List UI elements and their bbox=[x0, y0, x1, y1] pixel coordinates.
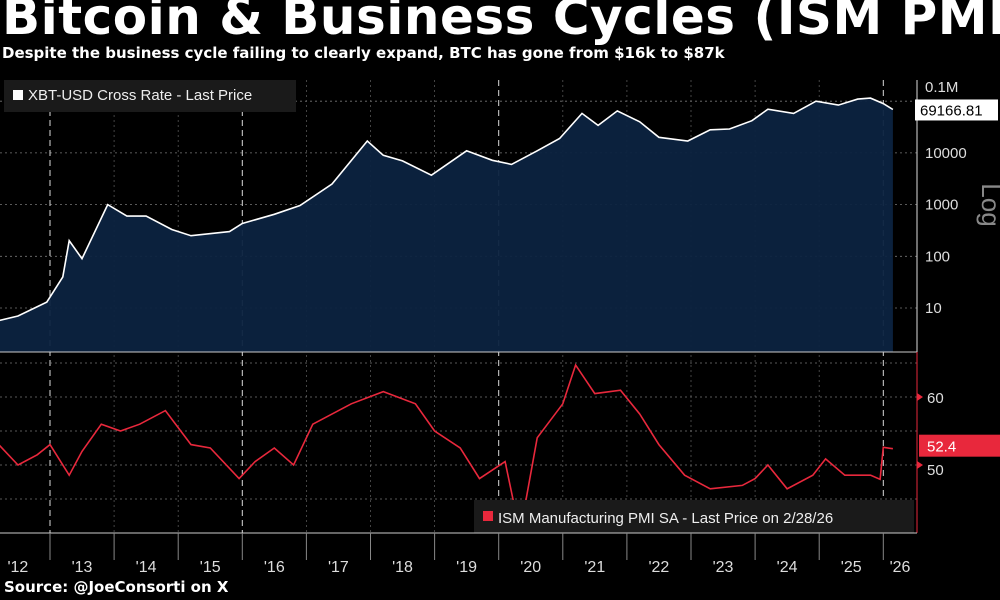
y-tick-label: 100 bbox=[925, 248, 950, 265]
x-tick-label: '12 bbox=[7, 559, 28, 576]
btc-area bbox=[0, 98, 893, 352]
x-tick-label: '19 bbox=[456, 559, 477, 576]
x-tick-label: '23 bbox=[713, 559, 734, 576]
tick-marker bbox=[917, 393, 923, 401]
y-tick-label: 0.1M bbox=[925, 79, 958, 96]
chart-title: Bitcoin & Business Cycles (ISM PMI bbox=[2, 0, 1000, 46]
last-value-label: 69166.81 bbox=[920, 102, 983, 119]
legend-label: ISM Manufacturing PMI SA - Last Price on… bbox=[498, 510, 833, 527]
x-tick-label: '26 bbox=[890, 559, 911, 576]
x-tick-label: '20 bbox=[520, 559, 541, 576]
x-tick-label: '21 bbox=[584, 559, 605, 576]
legend-box bbox=[474, 500, 914, 533]
x-tick-label: '25 bbox=[841, 559, 862, 576]
x-tick-label: '22 bbox=[648, 559, 669, 576]
y-axis-label: Log bbox=[976, 183, 1000, 226]
y-tick-label: 1000 bbox=[925, 197, 958, 214]
legend-box bbox=[4, 80, 296, 112]
y-tick-label: 10000 bbox=[925, 145, 967, 162]
legend-swatch bbox=[483, 511, 493, 521]
y-tick-label: 60 bbox=[927, 390, 944, 407]
last-value-label: 52.4 bbox=[927, 439, 956, 456]
btc-line bbox=[0, 97, 894, 322]
x-tick-label: '17 bbox=[328, 559, 349, 576]
legend-swatch bbox=[13, 90, 23, 100]
chart-subtitle: Despite the business cycle failing to cl… bbox=[2, 44, 725, 62]
last-value-badge bbox=[915, 99, 998, 121]
source-note: Source: @JoeConsorti on X bbox=[4, 578, 229, 596]
x-tick-label: '14 bbox=[136, 559, 157, 576]
x-tick-label: '24 bbox=[777, 559, 798, 576]
tick-marker bbox=[917, 461, 923, 469]
pmi-line bbox=[0, 363, 894, 526]
legend-label: XBT-USD Cross Rate - Last Price bbox=[28, 87, 252, 104]
x-tick-label: '16 bbox=[264, 559, 285, 576]
y-tick-label: 10 bbox=[925, 300, 942, 317]
x-tick-label: '18 bbox=[392, 559, 413, 576]
last-value-badge bbox=[919, 434, 1000, 457]
x-tick-label: '15 bbox=[200, 559, 221, 576]
y-tick-label: 50 bbox=[927, 462, 944, 479]
x-tick-label: '13 bbox=[72, 559, 93, 576]
